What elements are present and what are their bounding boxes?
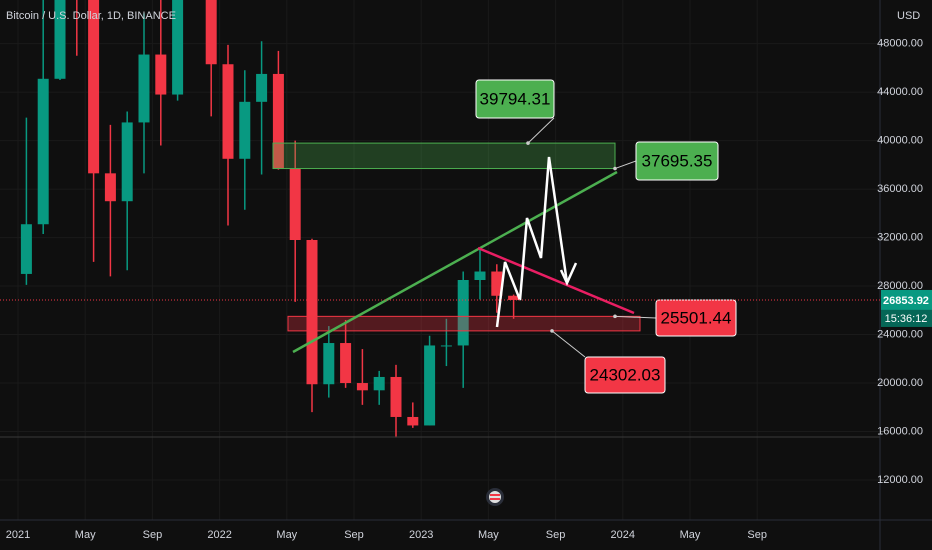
candle-body [306, 240, 318, 385]
candle-body [88, 0, 100, 174]
y-tick-label: 12000.00 [877, 474, 923, 486]
candle-body [508, 295, 520, 300]
callout-tip [526, 141, 530, 145]
callout-box [475, 79, 555, 119]
callout-tip [613, 314, 617, 319]
x-tick-label: Sep [546, 529, 566, 541]
candles [20, 0, 520, 438]
candle-body [340, 343, 352, 384]
last-price-box [881, 289, 932, 310]
x-tick-label: May [75, 529, 96, 541]
y-tick-label: 28000.00 [877, 280, 923, 292]
y-tick-label: 16000.00 [877, 425, 923, 437]
x-tick-label: 2021 [6, 529, 30, 541]
x-tick-label: 2024 [611, 529, 635, 541]
x-tick-label: May [680, 529, 701, 541]
x-tick-label: 2022 [207, 529, 231, 541]
support-trendline [292, 170, 618, 354]
candle-body [54, 0, 66, 79]
candle-body [37, 78, 49, 225]
price-zone [272, 142, 616, 170]
candle-body [390, 376, 402, 417]
x-tick-label: Sep [344, 529, 364, 541]
candle-body [172, 0, 184, 95]
candle-body [323, 343, 335, 385]
symbol-title: Bitcoin / U.S. Dollar, 1D, BINANCE [6, 10, 176, 22]
projection-path [495, 156, 569, 328]
callout-pointer [551, 330, 586, 358]
candle-body [424, 345, 436, 426]
candle-body [104, 173, 116, 202]
callout-tip [613, 166, 617, 171]
candle-body [289, 168, 301, 240]
price-zone [287, 315, 641, 332]
y-tick-label: 36000.00 [877, 183, 923, 195]
x-tick-label: May [478, 529, 499, 541]
candle-body [491, 271, 503, 296]
callout-box [635, 141, 719, 181]
candle-body [205, 0, 217, 65]
flag-icon [486, 488, 504, 506]
x-tick-label: 2023 [409, 529, 433, 541]
candle-body [407, 416, 419, 426]
countdown-label: 15:36:12 [885, 313, 928, 325]
x-tick-label: Sep [747, 529, 767, 541]
callout-label: 25501.44 [661, 308, 732, 327]
candle-body [373, 376, 385, 391]
countdown-box [881, 309, 932, 327]
grid [0, 0, 884, 520]
candle-body [239, 101, 251, 159]
y-tick-label: 32000.00 [877, 231, 923, 243]
callout-pointer [614, 160, 637, 170]
callout-label: 39794.31 [480, 89, 551, 108]
currency: USD [897, 10, 920, 22]
callout-box [584, 356, 666, 394]
callout-label: 37695.35 [642, 151, 713, 170]
callout-pointer [614, 315, 657, 319]
y-tick-label: 40000.00 [877, 135, 923, 147]
callout-pointer [527, 117, 555, 144]
callout-label: 24302.03 [590, 365, 661, 384]
candle-body [272, 73, 284, 169]
candle-body [256, 73, 268, 102]
x-tick-label: May [276, 529, 297, 541]
x-tick-label: Sep [143, 529, 163, 541]
y-tick-label: 44000.00 [877, 86, 923, 98]
projection-arrow [559, 262, 578, 287]
y-tick-label: 20000.00 [877, 377, 923, 389]
candle-body [155, 54, 167, 95]
candle-body [457, 280, 469, 346]
candle-body [20, 224, 32, 274]
resistance-trendline [477, 246, 635, 315]
candle-body [440, 345, 452, 347]
callout-tip [550, 329, 554, 333]
candle-body [121, 122, 133, 202]
candle-body [356, 383, 368, 391]
candle-body [474, 271, 486, 280]
candle-body [222, 64, 234, 159]
y-tick-label: 24000.00 [877, 328, 923, 340]
last-price-label: 26853.92 [883, 295, 929, 307]
y-tick-label: 48000.00 [877, 38, 923, 50]
candle-body [138, 54, 150, 123]
zones [272, 142, 641, 332]
